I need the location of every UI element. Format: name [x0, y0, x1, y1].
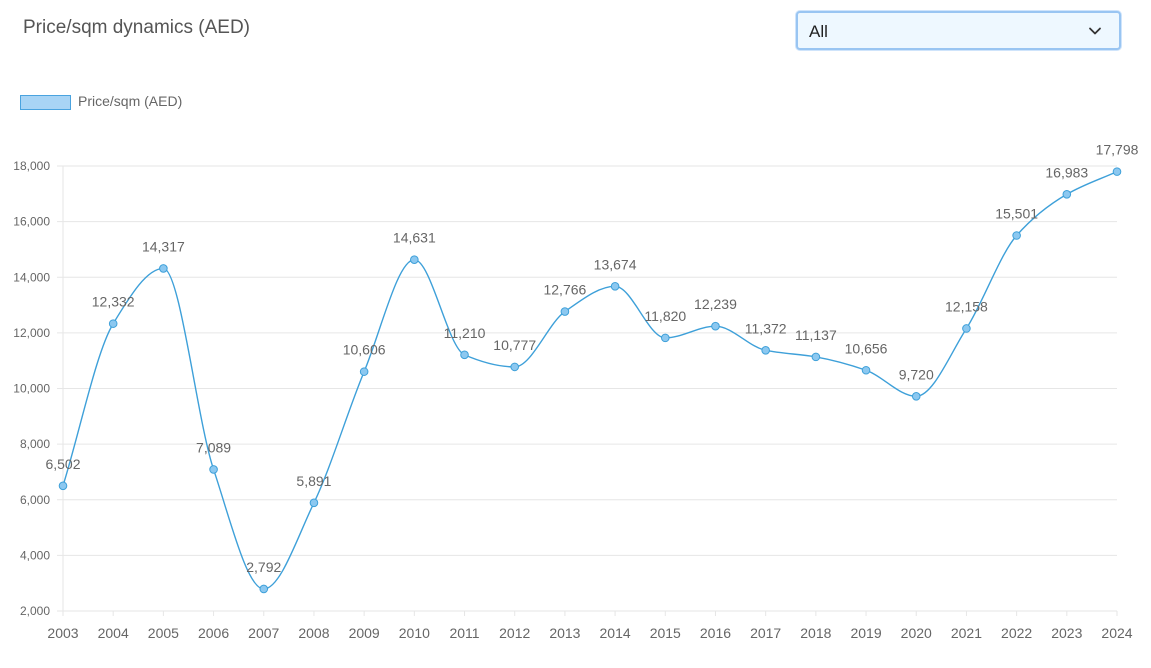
- x-tick-label: 2024: [1101, 625, 1132, 641]
- y-tick-label: 10,000: [13, 382, 50, 396]
- data-label: 7,089: [196, 439, 231, 455]
- y-tick-label: 18,000: [13, 159, 50, 173]
- period-select-value: All: [809, 22, 828, 41]
- data-label: 6,502: [45, 456, 80, 472]
- x-tick-label: 2020: [901, 625, 932, 641]
- data-point: [1012, 231, 1021, 240]
- data-label: 14,631: [393, 230, 436, 246]
- data-point: [1112, 167, 1122, 176]
- x-tick-label: 2021: [951, 625, 982, 641]
- data-point: [761, 346, 770, 355]
- data-point: [610, 282, 620, 291]
- data-point: [410, 255, 419, 265]
- data-point: [510, 362, 520, 372]
- data-label: 10,777: [493, 337, 536, 353]
- data-label: 15,501: [995, 206, 1038, 222]
- x-tick-label: 2018: [800, 625, 831, 641]
- data-point: [1062, 189, 1072, 199]
- x-tick-label: 2013: [549, 625, 580, 641]
- y-tick-label: 8,000: [20, 437, 50, 451]
- legend-label: Price/sqm (AED): [78, 93, 183, 109]
- data-label: 10,606: [343, 342, 386, 358]
- data-label: 12,158: [945, 298, 988, 314]
- data-point: [861, 365, 871, 375]
- data-point: [359, 367, 369, 376]
- data-label: 9,720: [899, 366, 934, 382]
- data-label: 16,983: [1045, 164, 1088, 180]
- x-tick-label: 2010: [399, 625, 430, 641]
- y-tick-label: 16,000: [13, 215, 50, 229]
- x-tick-label: 2007: [248, 625, 279, 641]
- x-tick-label: 2023: [1051, 625, 1082, 641]
- data-point: [159, 264, 168, 273]
- x-tick-label: 2005: [148, 625, 179, 641]
- data-point: [811, 352, 821, 362]
- data-point: [108, 319, 118, 328]
- series-line: [62, 170, 1118, 590]
- data-point: [962, 324, 971, 333]
- data-label: 11,210: [444, 325, 486, 341]
- x-tick-label: 2022: [1001, 625, 1032, 641]
- data-point: [711, 321, 720, 331]
- y-tick-label: 2,000: [20, 604, 50, 618]
- data-point: [560, 307, 570, 316]
- x-tick-label: 2003: [47, 625, 78, 641]
- data-label: 5,891: [296, 473, 331, 489]
- data-point: [259, 584, 269, 594]
- data-label: 11,137: [795, 327, 837, 343]
- data-label: 12,239: [694, 296, 737, 312]
- x-tick-label: 2015: [650, 625, 681, 641]
- data-label: 12,766: [543, 282, 586, 298]
- x-tick-label: 2004: [98, 625, 129, 641]
- x-tick-label: 2019: [850, 625, 881, 641]
- x-tick-label: 2009: [349, 625, 380, 641]
- x-tick-label: 2008: [298, 625, 329, 641]
- x-tick-label: 2017: [750, 625, 781, 641]
- x-tick-label: 2014: [600, 625, 631, 641]
- data-point: [911, 391, 921, 401]
- chevron-down-icon: [1089, 27, 1101, 35]
- x-tick-label: 2006: [198, 625, 229, 641]
- y-tick-label: 4,000: [20, 548, 50, 562]
- data-label: 10,656: [845, 340, 888, 356]
- data-label: 14,317: [142, 238, 185, 254]
- data-point: [460, 350, 469, 360]
- data-label: 11,372: [745, 320, 787, 336]
- y-tick-label: 12,000: [13, 326, 50, 340]
- y-tick-label: 14,000: [13, 270, 50, 284]
- data-point: [660, 333, 670, 343]
- period-select[interactable]: All: [796, 11, 1121, 50]
- data-point: [209, 465, 218, 474]
- x-tick-label: 2016: [700, 625, 731, 641]
- data-point: [309, 498, 319, 508]
- y-tick-label: 6,000: [20, 493, 50, 507]
- legend-swatch: [20, 95, 71, 110]
- data-label: 11,820: [644, 308, 686, 324]
- x-tick-label: 2012: [499, 625, 530, 641]
- data-point: [58, 481, 68, 491]
- data-label: 13,674: [594, 256, 637, 272]
- data-label: 17,798: [1096, 142, 1139, 158]
- x-tick-label: 2011: [449, 625, 479, 641]
- data-label: 12,332: [92, 294, 135, 310]
- chart-title: Price/sqm dynamics (AED): [23, 17, 250, 38]
- data-label: 2,792: [246, 559, 281, 575]
